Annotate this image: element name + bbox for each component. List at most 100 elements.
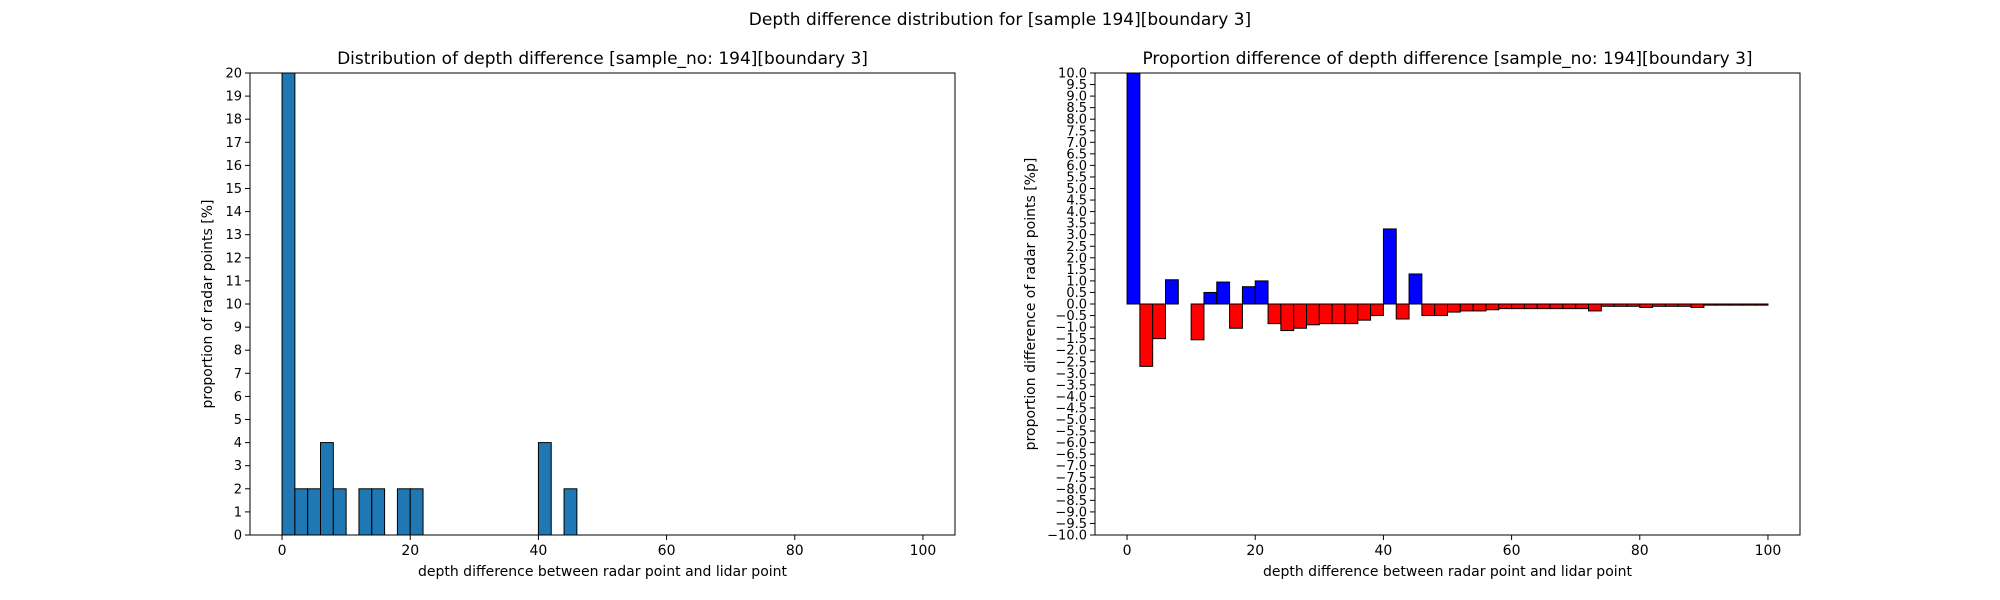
bar xyxy=(1318,303,1333,325)
y-tick-label: 3 xyxy=(234,459,242,474)
chart-title: Proportion difference of depth differenc… xyxy=(1142,49,1752,69)
bar xyxy=(1754,303,1769,306)
x-tick-label: 100 xyxy=(1755,543,1782,559)
bar xyxy=(1690,303,1705,308)
bar xyxy=(320,442,334,536)
bar xyxy=(1408,273,1423,305)
bar xyxy=(1203,291,1218,305)
y-tick-label: 1.5 xyxy=(1066,263,1087,278)
bar xyxy=(1511,303,1525,310)
bar xyxy=(1126,72,1141,305)
y-axis-label: proportion difference of radar points [%… xyxy=(1023,158,1039,451)
bar xyxy=(371,488,386,536)
x-tick-label: 100 xyxy=(910,543,937,559)
y-tick-label: 12 xyxy=(225,251,242,266)
figure-title: Depth difference distribution for [sampl… xyxy=(748,10,1252,30)
bar xyxy=(1267,303,1282,325)
y-tick-label: 2.5 xyxy=(1066,240,1087,255)
bar xyxy=(1485,303,1500,311)
bar xyxy=(1229,303,1243,329)
bar xyxy=(1216,281,1231,305)
y-tick-label: 15 xyxy=(225,182,242,197)
y-tick-label: −5.0 xyxy=(1055,413,1087,428)
bar xyxy=(1459,303,1474,312)
bar xyxy=(307,488,321,536)
x-tick-label: 60 xyxy=(658,543,676,559)
bar-series xyxy=(1126,72,1769,367)
bar xyxy=(1626,303,1641,307)
bar xyxy=(1306,303,1320,326)
bar xyxy=(358,488,373,536)
bar xyxy=(1331,303,1346,325)
y-tick-label: −9.5 xyxy=(1055,517,1087,532)
bar xyxy=(409,488,424,536)
bar xyxy=(1139,303,1154,367)
x-tick-label: 80 xyxy=(786,543,804,559)
bar xyxy=(281,72,296,536)
y-tick-label: −7.5 xyxy=(1055,471,1087,486)
y-tick-label: 16 xyxy=(225,159,242,174)
y-tick-label: 14 xyxy=(225,205,242,220)
bar xyxy=(1639,303,1654,308)
x-tick-label: 20 xyxy=(1246,543,1264,559)
bar xyxy=(1190,303,1205,341)
bar xyxy=(1241,286,1256,305)
y-tick-label: 6.5 xyxy=(1066,147,1087,162)
y-tick-label: 1 xyxy=(234,505,242,520)
y-tick-label: 20 xyxy=(225,67,242,82)
bar xyxy=(1498,303,1513,310)
bar xyxy=(1165,279,1179,305)
bar xyxy=(1588,303,1602,312)
bar xyxy=(1613,303,1628,307)
y-tick-label: 19 xyxy=(225,90,242,105)
y-tick-label: 0.0 xyxy=(1066,298,1087,313)
y-tick-label: −6.5 xyxy=(1055,448,1087,463)
y-tick-label: 6 xyxy=(234,390,242,405)
bar xyxy=(1652,303,1666,307)
x-tick-label: 40 xyxy=(529,543,547,559)
bar xyxy=(1549,303,1564,310)
y-tick-label: 0.5 xyxy=(1066,286,1087,301)
y-tick-label: −5.5 xyxy=(1055,425,1087,440)
chart-title: Distribution of depth difference [sample… xyxy=(337,49,868,69)
y-tick-label: 10.0 xyxy=(1058,67,1087,82)
bar xyxy=(1677,303,1692,307)
y-tick-label: 7.5 xyxy=(1066,124,1087,139)
bar xyxy=(1729,303,1743,306)
bar xyxy=(1523,303,1538,310)
y-tick-label: −8.5 xyxy=(1055,494,1087,509)
x-tick-label: 0 xyxy=(278,543,287,559)
y-axis-label: proportion of radar points [%] xyxy=(200,199,216,408)
bar xyxy=(1741,303,1756,306)
y-tick-label: −4.5 xyxy=(1055,401,1087,416)
bar xyxy=(1395,303,1410,320)
bar xyxy=(332,488,347,536)
y-tick-label: −3.0 xyxy=(1055,367,1087,382)
y-tick-label: −2.0 xyxy=(1055,344,1087,359)
y-tick-label: −0.5 xyxy=(1055,309,1087,324)
plot-frame xyxy=(249,72,956,536)
bar xyxy=(1703,303,1718,306)
x-axis-label: depth difference between radar point and… xyxy=(418,564,788,580)
bar xyxy=(1293,303,1308,329)
y-tick-label: −8.0 xyxy=(1055,482,1087,497)
bar xyxy=(396,488,411,536)
x-tick-label: 80 xyxy=(1631,543,1649,559)
y-tick-label: −4.0 xyxy=(1055,390,1087,405)
y-tick-label: 5.0 xyxy=(1066,182,1087,197)
y-tick-label: 8.5 xyxy=(1066,101,1087,116)
bar xyxy=(1344,303,1359,325)
y-tick-label: 2 xyxy=(234,482,242,497)
y-tick-label: 7.0 xyxy=(1066,136,1087,151)
y-tick-label: −2.5 xyxy=(1055,355,1087,370)
bar xyxy=(1370,303,1384,317)
y-tick-label: −1.0 xyxy=(1055,321,1087,336)
y-tick-label: 4.5 xyxy=(1066,194,1087,209)
bar xyxy=(563,488,578,536)
bar xyxy=(294,488,309,536)
chart-panel-2: 0 20 40 60 80 100 −10.0−9.5−9.0−8.5−8.0−7.5−7.… xyxy=(1023,49,1801,580)
bar xyxy=(1382,228,1397,305)
y-tick-label: −1.5 xyxy=(1055,332,1087,347)
y-tick-label: 10 xyxy=(225,298,242,313)
